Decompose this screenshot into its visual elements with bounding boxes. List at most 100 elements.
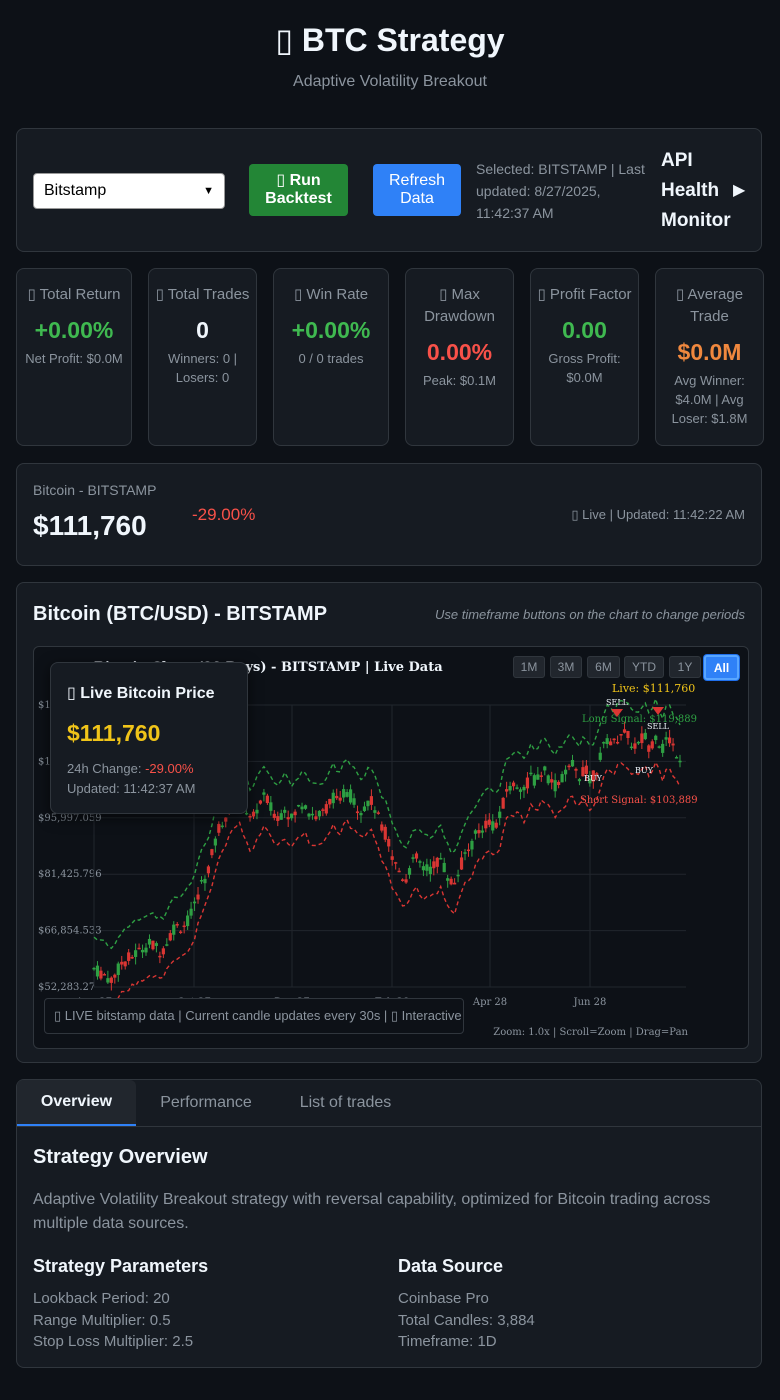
candle-body xyxy=(525,777,530,789)
candle-body xyxy=(550,779,554,783)
candle-body xyxy=(328,798,332,805)
candle-body xyxy=(376,812,380,814)
candle-body xyxy=(425,864,429,871)
candle-body xyxy=(602,742,606,744)
candle-body xyxy=(102,974,107,976)
candle-body xyxy=(678,760,682,763)
candle-body xyxy=(179,931,183,934)
candle-body xyxy=(251,811,256,817)
candle-body xyxy=(508,786,512,791)
candle-body xyxy=(407,868,412,875)
page-header: ▯ BTC Strategy Adaptive Volatility Break… xyxy=(0,0,780,91)
tab-bar: Overview Performance List of trades xyxy=(17,1080,761,1127)
candle-body xyxy=(439,858,443,860)
candle-body xyxy=(619,734,623,736)
tab-performance[interactable]: Performance xyxy=(160,1094,252,1111)
page-subtitle: Adaptive Volatility Breakout xyxy=(293,73,487,90)
candle-body xyxy=(189,908,193,916)
candle-body xyxy=(165,944,169,946)
timeframe-1y-button[interactable]: 1Y xyxy=(669,656,701,678)
buy-marker-label: BUY xyxy=(584,774,603,783)
candle-body xyxy=(161,948,165,955)
stat-label: ▯ Max Drawdown xyxy=(424,286,495,325)
timeframe-ytd-button[interactable]: YTD xyxy=(624,656,664,678)
live-card-title: ▯ Live Bitcoin Price xyxy=(67,685,215,702)
run-backtest-button[interactable]: ▯ Run Backtest xyxy=(249,164,348,216)
timeframe-all-button[interactable]: All xyxy=(704,655,739,680)
param-range-multiplier: Range Multiplier: 0.5 xyxy=(33,1311,171,1329)
candle-body xyxy=(276,816,280,821)
candle-body xyxy=(491,821,495,831)
data-source: Data Source Coinbase Pro Total Candles: … xyxy=(398,1254,535,1353)
candle-body xyxy=(591,770,595,782)
candle-body xyxy=(456,874,460,877)
candle-body xyxy=(244,812,249,815)
timeframe-6m-button[interactable]: 6M xyxy=(587,656,620,678)
api-health-monitor-label: API Health Monitor xyxy=(661,150,731,231)
candle-body xyxy=(338,797,342,801)
api-health-monitor-toggle[interactable]: API Health Monitor ▶ xyxy=(661,146,753,236)
y-tick-label: $81,425.796 xyxy=(38,869,102,880)
candle-body xyxy=(428,866,432,875)
stat-label: ▯ Total Trades xyxy=(155,286,250,303)
candle-body xyxy=(498,811,502,819)
candle-body xyxy=(487,819,491,825)
tab-list-of-trades[interactable]: List of trades xyxy=(299,1094,392,1111)
candle-body xyxy=(650,741,654,749)
candle-body xyxy=(269,802,273,811)
selected-info: Selected: BITSTAMP | Last updated: 8/27/… xyxy=(476,161,645,221)
y-tick-label: $95,997.059 xyxy=(38,813,102,824)
candle-body xyxy=(224,817,228,822)
source-name: Coinbase Pro xyxy=(398,1290,489,1307)
candle-body xyxy=(470,840,474,850)
candle-body xyxy=(158,955,162,958)
param-lookback: Lookback Period: 20 xyxy=(33,1290,170,1307)
stat-card-max-drawdown: ▯ Max Drawdown 0.00% Peak: $0.1M xyxy=(405,268,514,446)
overview-heading: Strategy Overview xyxy=(33,1146,208,1168)
candle-body xyxy=(154,943,159,946)
candle-body xyxy=(262,792,266,795)
price-chart[interactable]: Bitcoin Chart (90 Days) - BITSTAMP | Liv… xyxy=(33,646,749,1049)
chart-panel-hint: Use timeframe buttons on the chart to ch… xyxy=(434,607,745,622)
candle-body xyxy=(380,824,384,831)
candle-body xyxy=(557,781,561,786)
candle-body xyxy=(674,757,679,759)
candle-body xyxy=(203,878,207,884)
asset-name: Bitcoin - BITSTAMP xyxy=(33,482,157,498)
candle-body xyxy=(414,853,419,859)
candle-body xyxy=(522,786,526,791)
candle-body xyxy=(442,862,446,873)
candle-body xyxy=(192,901,197,904)
candle-body xyxy=(137,947,141,950)
candle-body xyxy=(296,804,301,807)
stat-value: +0.00% xyxy=(291,317,371,343)
candle-body xyxy=(622,729,627,733)
candle-body xyxy=(255,809,259,814)
sell-marker-label: SELL xyxy=(606,698,629,707)
refresh-data-button[interactable]: Refresh Data xyxy=(373,164,461,216)
candle-body xyxy=(626,730,630,739)
candle-body xyxy=(369,796,373,805)
short-signal-line xyxy=(93,760,681,1010)
param-stop-loss: Stop Loss Multiplier: 2.5 xyxy=(33,1333,194,1350)
candle-body xyxy=(453,882,457,885)
candle-body xyxy=(321,809,325,811)
candle-body xyxy=(265,795,269,804)
candle-body xyxy=(390,856,394,860)
candle-body xyxy=(210,849,214,856)
tab-overview[interactable]: Overview xyxy=(17,1080,136,1126)
candle-body xyxy=(664,737,668,740)
timeframe-1m-button[interactable]: 1M xyxy=(513,656,545,678)
current-price: $111,760 xyxy=(33,510,147,541)
candle-body xyxy=(466,849,471,852)
candle-body xyxy=(574,768,578,771)
candle-body xyxy=(383,826,387,840)
candle-body xyxy=(303,805,308,809)
stat-value: 0.00% xyxy=(426,339,493,365)
strategy-parameters: Strategy Parameters Lookback Period: 20 … xyxy=(33,1254,208,1353)
candle-body xyxy=(657,746,661,748)
candle-body xyxy=(342,789,346,798)
timeframe-3m-button[interactable]: 3M xyxy=(550,656,582,678)
sell-marker-label: SELL xyxy=(647,722,670,731)
exchange-select[interactable]: Bitstamp ▼ xyxy=(33,173,225,209)
